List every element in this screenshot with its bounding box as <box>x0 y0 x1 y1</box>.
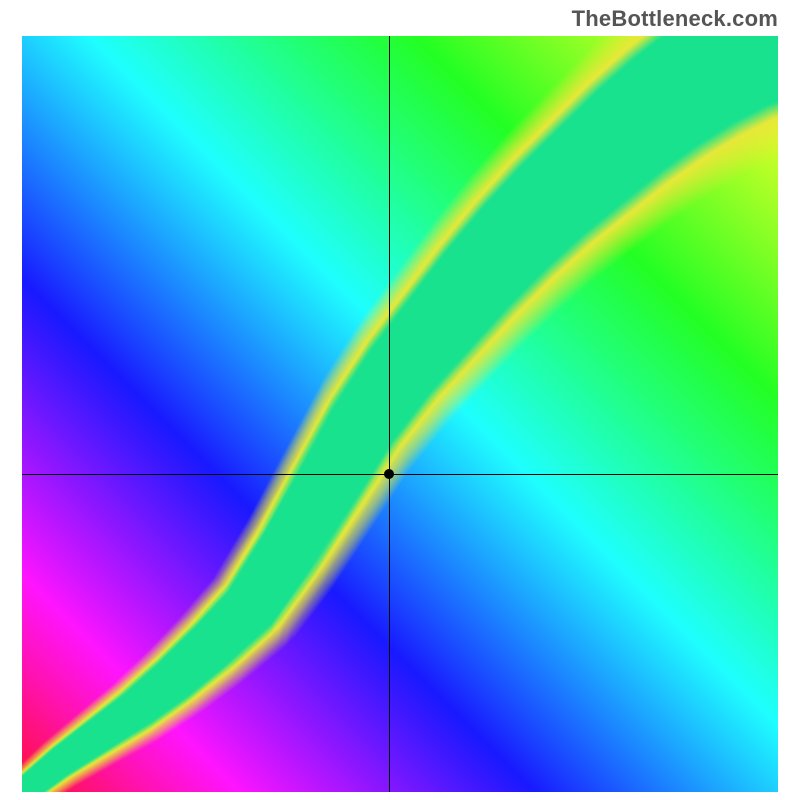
heatmap-canvas <box>22 36 778 792</box>
plot-area <box>22 36 778 792</box>
crosshair-vertical <box>389 36 390 792</box>
marker-dot <box>384 469 394 479</box>
attribution-text: TheBottleneck.com <box>572 6 778 32</box>
crosshair-horizontal <box>22 474 778 475</box>
